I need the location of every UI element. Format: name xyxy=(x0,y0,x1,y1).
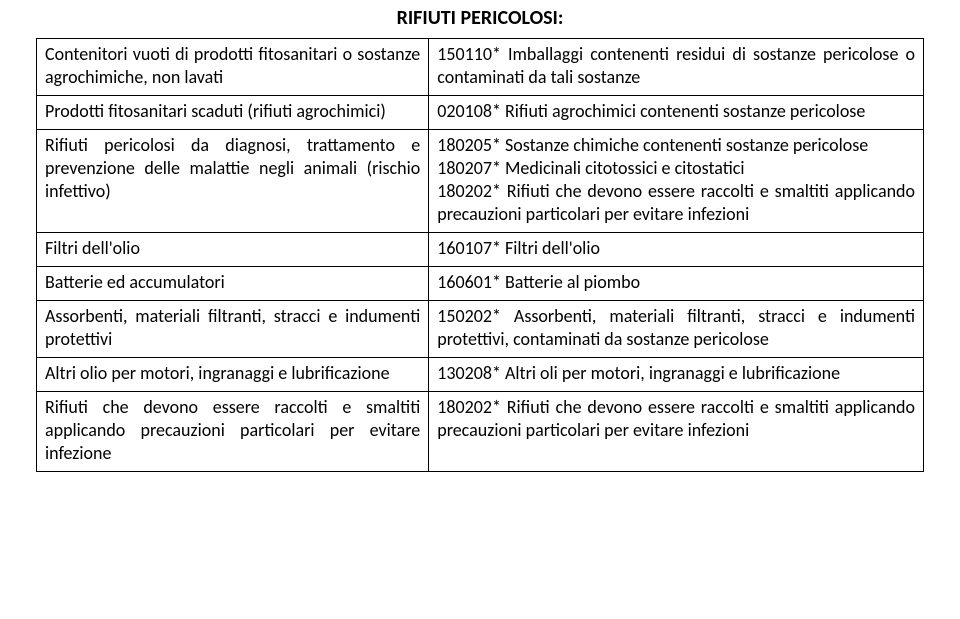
table-row: Prodotti fitosanitari scaduti (rifiuti a… xyxy=(37,96,924,130)
waste-table-body: Contenitori vuoti di prodotti fitosanita… xyxy=(37,39,924,472)
table-row: Batterie ed accumulatori 160601* Batteri… xyxy=(37,267,924,301)
cell-left: Altri olio per motori, ingranaggi e lubr… xyxy=(37,358,429,392)
table-row: Assorbenti, materiali filtranti, stracci… xyxy=(37,301,924,358)
cell-left: Contenitori vuoti di prodotti fitosanita… xyxy=(37,39,429,96)
cell-right: 180205* Sostanze chimiche contenenti sos… xyxy=(429,130,924,233)
table-row: Rifiuti che devono essere raccolti e sma… xyxy=(37,392,924,472)
cell-left: Batterie ed accumulatori xyxy=(37,267,429,301)
cell-right: 180202* Rifiuti che devono essere raccol… xyxy=(429,392,924,472)
cell-left: Assorbenti, materiali filtranti, stracci… xyxy=(37,301,429,358)
cell-right: 150202* Assorbenti, materiali filtranti,… xyxy=(429,301,924,358)
cell-right: 130208* Altri oli per motori, ingranaggi… xyxy=(429,358,924,392)
cell-left: Rifiuti pericolosi da diagnosi, trattame… xyxy=(37,130,429,233)
table-row: Rifiuti pericolosi da diagnosi, trattame… xyxy=(37,130,924,233)
cell-right: 160601* Batterie al piombo xyxy=(429,267,924,301)
cell-right: 160107* Filtri dell'olio xyxy=(429,233,924,267)
document-title: RIFIUTI PERICOLOSI: xyxy=(36,6,924,30)
cell-right: 150110* Imballaggi contenenti residui di… xyxy=(429,39,924,96)
cell-left: Filtri dell'olio xyxy=(37,233,429,267)
table-row: Altri olio per motori, ingranaggi e lubr… xyxy=(37,358,924,392)
page-container: RIFIUTI PERICOLOSI: Contenitori vuoti di… xyxy=(0,0,960,472)
cell-left: Prodotti fitosanitari scaduti (rifiuti a… xyxy=(37,96,429,130)
cell-right: 020108* Rifiuti agrochimici contenenti s… xyxy=(429,96,924,130)
waste-table: Contenitori vuoti di prodotti fitosanita… xyxy=(36,38,924,472)
table-row: Contenitori vuoti di prodotti fitosanita… xyxy=(37,39,924,96)
cell-left: Rifiuti che devono essere raccolti e sma… xyxy=(37,392,429,472)
table-row: Filtri dell'olio 160107* Filtri dell'oli… xyxy=(37,233,924,267)
